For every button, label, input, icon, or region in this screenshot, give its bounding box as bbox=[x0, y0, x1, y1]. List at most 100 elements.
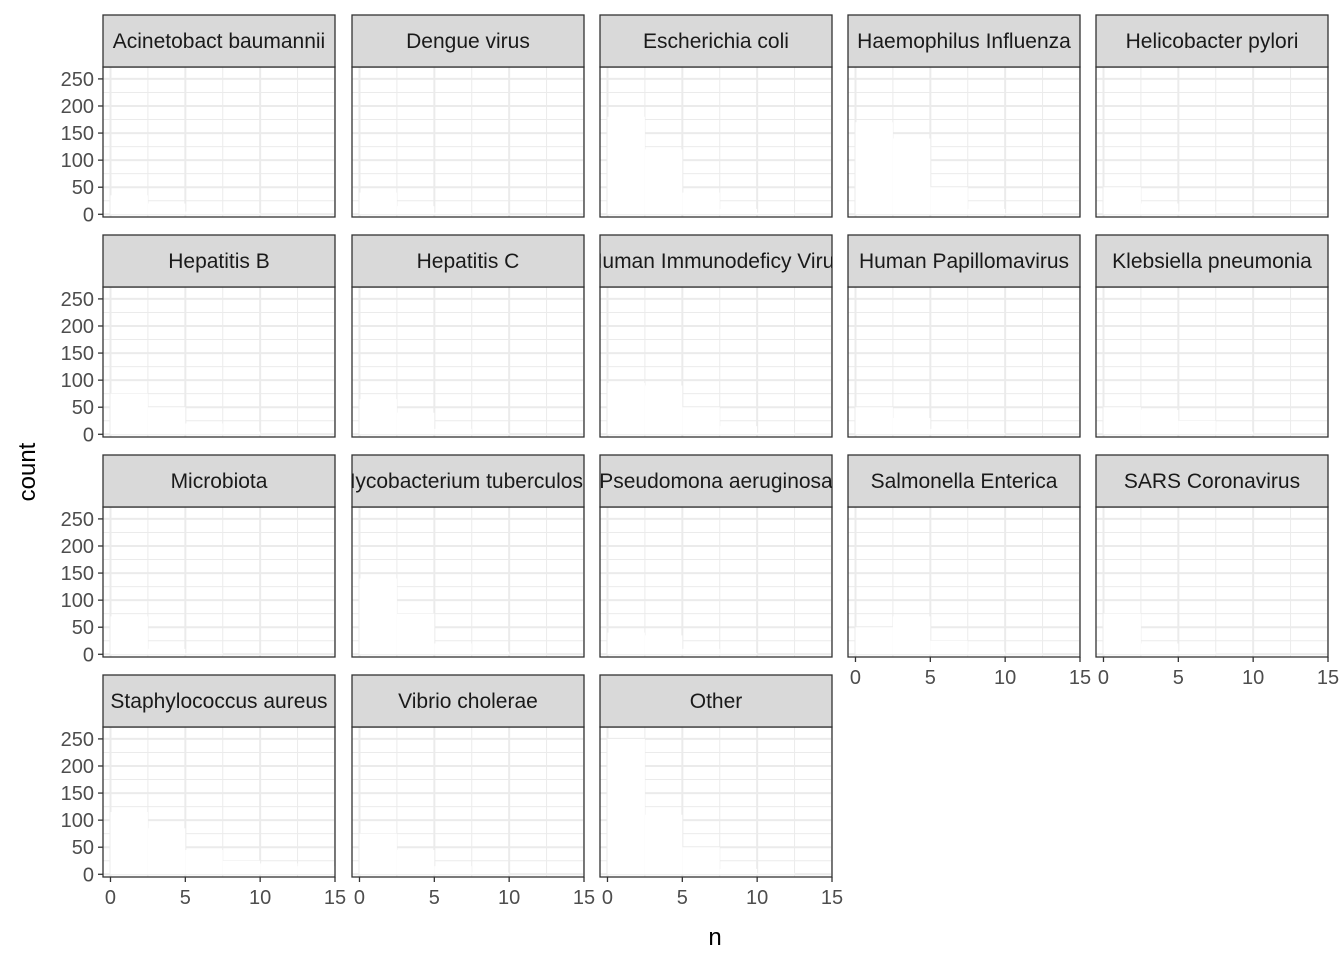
y-tick-label: 50 bbox=[72, 617, 94, 639]
facet-panel: Haemophilus Influenza bbox=[847, 14, 1081, 218]
x-tick-label: 5 bbox=[1173, 667, 1184, 689]
histogram-bar bbox=[1178, 211, 1216, 215]
y-tick-label: 200 bbox=[61, 756, 94, 778]
histogram-bars bbox=[1103, 187, 1254, 215]
histogram-bar bbox=[607, 116, 645, 215]
histogram-bar bbox=[719, 868, 758, 875]
histogram-bar bbox=[471, 872, 510, 875]
y-tick-label: 150 bbox=[61, 563, 94, 585]
facet-strip bbox=[847, 234, 1081, 288]
y-tick-label: 100 bbox=[61, 150, 94, 172]
facet-label: Pseudomona aeruginosa bbox=[599, 470, 833, 493]
y-axis-title: count bbox=[14, 442, 41, 501]
histogram-bar bbox=[110, 616, 148, 655]
x-tick-label: 5 bbox=[677, 887, 688, 909]
histogram-bar bbox=[260, 433, 298, 435]
facet-strip bbox=[599, 234, 833, 288]
histogram-bar bbox=[185, 211, 223, 215]
histogram-bar bbox=[185, 849, 223, 875]
histogram-bar bbox=[1140, 203, 1179, 215]
x-tick-label: 10 bbox=[746, 887, 768, 909]
histogram-bar bbox=[967, 208, 1006, 215]
facet-panel: Mycobacterium tuberculosis bbox=[351, 454, 585, 658]
x-tick-label: 15 bbox=[1069, 667, 1091, 689]
histogram-bar bbox=[396, 412, 435, 435]
facet-strip bbox=[599, 674, 833, 728]
facet-panel: Klebsiella pneumonia bbox=[1095, 234, 1329, 438]
histogram-bar bbox=[892, 418, 931, 435]
facet-strip bbox=[351, 234, 585, 288]
facet-strip bbox=[1095, 234, 1329, 288]
facet-panel: Pseudomona aeruginosa bbox=[599, 454, 833, 658]
histogram-bar bbox=[147, 828, 186, 875]
x-tick-label: 0 bbox=[602, 887, 613, 909]
facet-strip bbox=[599, 454, 833, 508]
y-tick-label: 250 bbox=[61, 729, 94, 751]
x-tick-label: 0 bbox=[1098, 667, 1109, 689]
histogram-bar bbox=[892, 616, 931, 655]
facet-panel: Staphylococcus aureus 0 50 100 150 200 250 0 5 10… bbox=[61, 674, 346, 909]
histogram-bar bbox=[682, 648, 720, 655]
y-tick-label: 250 bbox=[61, 509, 94, 531]
histogram-bar bbox=[892, 138, 931, 215]
histogram-bar bbox=[359, 578, 397, 655]
histogram-bar bbox=[1005, 653, 1043, 655]
histogram-bar bbox=[147, 648, 186, 655]
histogram-bar bbox=[1178, 651, 1216, 655]
facet-strip bbox=[102, 14, 336, 68]
facet-strip bbox=[847, 14, 1081, 68]
histogram-bar bbox=[260, 863, 298, 875]
histogram-bar bbox=[1140, 643, 1179, 655]
histogram-bar bbox=[471, 213, 510, 215]
histogram-bar bbox=[1103, 187, 1141, 215]
y-tick-label: 0 bbox=[83, 864, 94, 886]
y-tick-label: 50 bbox=[72, 397, 94, 419]
histogram-bar bbox=[147, 407, 186, 435]
histogram-bar bbox=[855, 627, 893, 655]
histogram-bar bbox=[644, 149, 683, 215]
histogram-bar bbox=[757, 212, 795, 215]
histogram-bar bbox=[297, 866, 335, 875]
histogram-bar bbox=[794, 433, 832, 435]
histogram-bar bbox=[719, 208, 758, 215]
histogram-bar bbox=[794, 213, 832, 215]
y-tick-label: 200 bbox=[61, 96, 94, 118]
y-tick-label: 150 bbox=[61, 123, 94, 145]
x-tick-label: 10 bbox=[994, 667, 1016, 689]
histogram-bar bbox=[222, 860, 261, 875]
histogram-bars bbox=[359, 399, 510, 435]
facet-panel: Hepatitis C bbox=[351, 234, 585, 438]
facet-panel: SARS Coronavirus 0 5 10 15 bbox=[1095, 454, 1339, 689]
histogram-bar bbox=[644, 814, 683, 875]
facet-strip bbox=[1095, 454, 1329, 508]
histogram-bar bbox=[434, 643, 472, 655]
histogram-bar bbox=[682, 192, 720, 215]
histogram-bar bbox=[719, 426, 758, 435]
histogram-bars bbox=[607, 632, 758, 655]
histogram-bar bbox=[222, 431, 261, 435]
facet-panel: Dengue virus bbox=[351, 14, 585, 218]
facet-panel: Microbiota 0 50 100 150 200 250 bbox=[61, 454, 336, 666]
y-tick-label: 200 bbox=[61, 316, 94, 338]
facet-label: Acinetobact baumannii bbox=[113, 30, 325, 53]
histogram-bars bbox=[110, 393, 298, 435]
histogram-bar bbox=[359, 192, 397, 215]
histogram-bar bbox=[967, 433, 1006, 435]
histogram-bars bbox=[110, 812, 335, 875]
facet-label: Hepatitis C bbox=[417, 250, 520, 273]
histogram-bars bbox=[607, 382, 832, 435]
facet-label: Staphylococcus aureus bbox=[110, 690, 327, 713]
histogram-bar bbox=[434, 428, 472, 435]
facet-panel: Hepatitis B 0 50 100 150 200 250 bbox=[61, 234, 336, 446]
y-tick-label: 50 bbox=[72, 177, 94, 199]
facet-label: Klebsiella pneumonia bbox=[1112, 250, 1312, 273]
histogram-bar bbox=[757, 873, 795, 875]
x-tick-label: 0 bbox=[105, 887, 116, 909]
histogram-bars bbox=[855, 122, 1043, 215]
x-tick-label: 5 bbox=[925, 667, 936, 689]
gridlines bbox=[352, 67, 584, 217]
facet-strip bbox=[102, 674, 336, 728]
histogram-bar bbox=[110, 195, 148, 215]
y-tick-label: 250 bbox=[61, 69, 94, 91]
